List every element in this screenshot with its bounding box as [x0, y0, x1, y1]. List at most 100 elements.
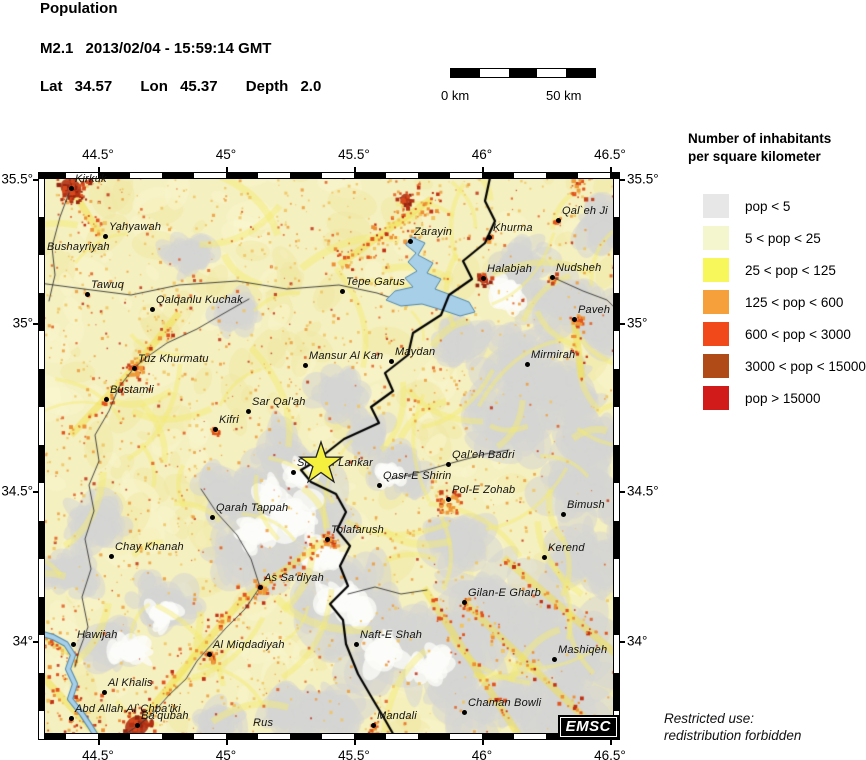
legend-title-line1: Number of inhabitants: [688, 131, 832, 146]
legend-swatch: [703, 194, 729, 218]
axis-label-right: 34.5°: [627, 483, 659, 499]
emsc-logo: EMSC: [559, 717, 617, 737]
city-dot: [445, 461, 451, 467]
axis-label-bottom: 46°: [471, 748, 493, 760]
axis-tick: [354, 739, 356, 745]
city-label: Halabjah: [487, 263, 533, 275]
restricted-notice: Restricted use: redistribution forbidden: [664, 710, 801, 744]
axis-tick: [610, 167, 612, 173]
city-label: Mirmirah: [531, 349, 576, 361]
legend-swatch: [703, 258, 729, 282]
city-label: Chay Khanah: [115, 541, 184, 553]
city-dot: [103, 396, 109, 402]
axis-tick: [33, 641, 39, 643]
legend-item: 25 < pop < 125: [703, 258, 866, 282]
axis-label-right: 34°: [627, 633, 648, 649]
axis-tick: [98, 167, 100, 173]
city-dot: [212, 426, 218, 432]
lon-label: Lon: [140, 78, 168, 95]
axis-tick: [482, 739, 484, 745]
legend-title-line2: per square kilometer: [688, 149, 821, 164]
scale-bar: [450, 68, 596, 78]
page-title: Population: [40, 0, 118, 17]
lon-value: 45.37: [180, 78, 218, 95]
city-label: Tepe Garus: [346, 276, 406, 288]
axis-tick: [33, 323, 39, 325]
map-frame-right: [613, 173, 619, 739]
legend-swatch: [703, 386, 729, 410]
axis-tick: [619, 491, 625, 493]
city-label: Mashiqeh: [558, 644, 608, 656]
city-label: Rus: [253, 717, 274, 729]
axis-label-right: 35°: [627, 315, 648, 331]
axis-label-left: 34.5°: [1, 483, 33, 499]
depth-label: Depth: [245, 78, 289, 95]
scale-bar-segment: [566, 69, 595, 77]
city-label: Bimush: [567, 499, 605, 511]
city-label: Abd Allah Al`Chba'iki: [75, 703, 181, 715]
axis-tick: [33, 491, 39, 493]
axis-tick: [619, 323, 625, 325]
city-label: Tolafarush: [331, 524, 384, 536]
city-label: Pol-E Zohab: [452, 484, 516, 496]
map-frame-top: [39, 173, 619, 179]
city-dot: [102, 233, 108, 239]
legend-label: 3000 < pop < 15000: [745, 358, 866, 374]
city-label: Naft-E Shah: [360, 629, 423, 641]
city-dot: [549, 274, 555, 280]
city-label: Bustamli: [110, 384, 154, 396]
axis-tick: [226, 167, 228, 173]
city-label: Mansur Al Kan: [309, 350, 384, 362]
population-density-canvas: [39, 173, 619, 739]
city-label: Mandali: [377, 710, 417, 722]
lat-value: 34.57: [74, 78, 113, 95]
city-dot: [257, 584, 263, 590]
city-dot: [134, 722, 140, 728]
city-label: Al Miqdadiyah: [213, 639, 285, 651]
city-dot: [461, 709, 467, 715]
axis-tick: [33, 179, 39, 181]
map-area: EMSC 44.5° 45° 45.5° 46° 46.5° 44.5° 45° 45.5° 4…: [1, 147, 658, 760]
city-label: Ba'qubah: [141, 710, 189, 722]
axis-tick: [226, 739, 228, 745]
legend-items: pop < 5 5 < pop < 25 25 < pop < 125 125 < p…: [703, 194, 866, 410]
city-dot: [524, 361, 530, 367]
city-dot: [555, 217, 561, 223]
city-dot: [445, 496, 451, 502]
city-dot: [206, 651, 212, 657]
city-label: Khurma: [493, 222, 533, 234]
axis-label-top: 46°: [471, 147, 493, 162]
legend-item: pop > 15000: [703, 386, 866, 410]
event-coordinates: Lat 34.57 Lon 45.37 Depth 2.0: [40, 78, 321, 95]
city-dot: [388, 358, 394, 364]
city-dot: [302, 362, 308, 368]
axis-tick: [98, 739, 100, 745]
axis-label-top: 45°: [215, 147, 237, 162]
city-label: Yahyawah: [109, 221, 162, 233]
legend-label: 600 < pop < 3000: [745, 326, 851, 342]
city-label: Hawijah: [77, 629, 118, 641]
city-dot: [84, 291, 90, 297]
city-label: Maydan: [395, 346, 436, 358]
city-dot: [376, 482, 382, 488]
legend-swatch: [703, 354, 729, 378]
city-dot: [560, 511, 566, 517]
restricted-line1: Restricted use:: [664, 711, 755, 726]
axis-label-bottom: 45°: [215, 748, 237, 760]
city-dot: [551, 656, 557, 662]
axis-label-bottom: 44.5°: [82, 748, 114, 760]
city-label: Gilan-E Gharb: [468, 587, 541, 599]
city-label: Tuz Khurmatu: [138, 353, 209, 365]
restricted-line2: redistribution forbidden: [664, 728, 802, 743]
city-dot: [480, 275, 486, 281]
city-dot: [353, 641, 359, 647]
axis-tick: [610, 739, 612, 745]
city-label: Zarayin: [414, 226, 453, 238]
city-dot: [486, 234, 492, 240]
city-dot: [407, 238, 413, 244]
legend-swatch: [703, 322, 729, 346]
city-dot: [461, 599, 467, 605]
legend-label: 25 < pop < 125: [745, 262, 836, 278]
city-dot: [209, 514, 215, 520]
city-label: Al Khalis: [108, 677, 153, 689]
